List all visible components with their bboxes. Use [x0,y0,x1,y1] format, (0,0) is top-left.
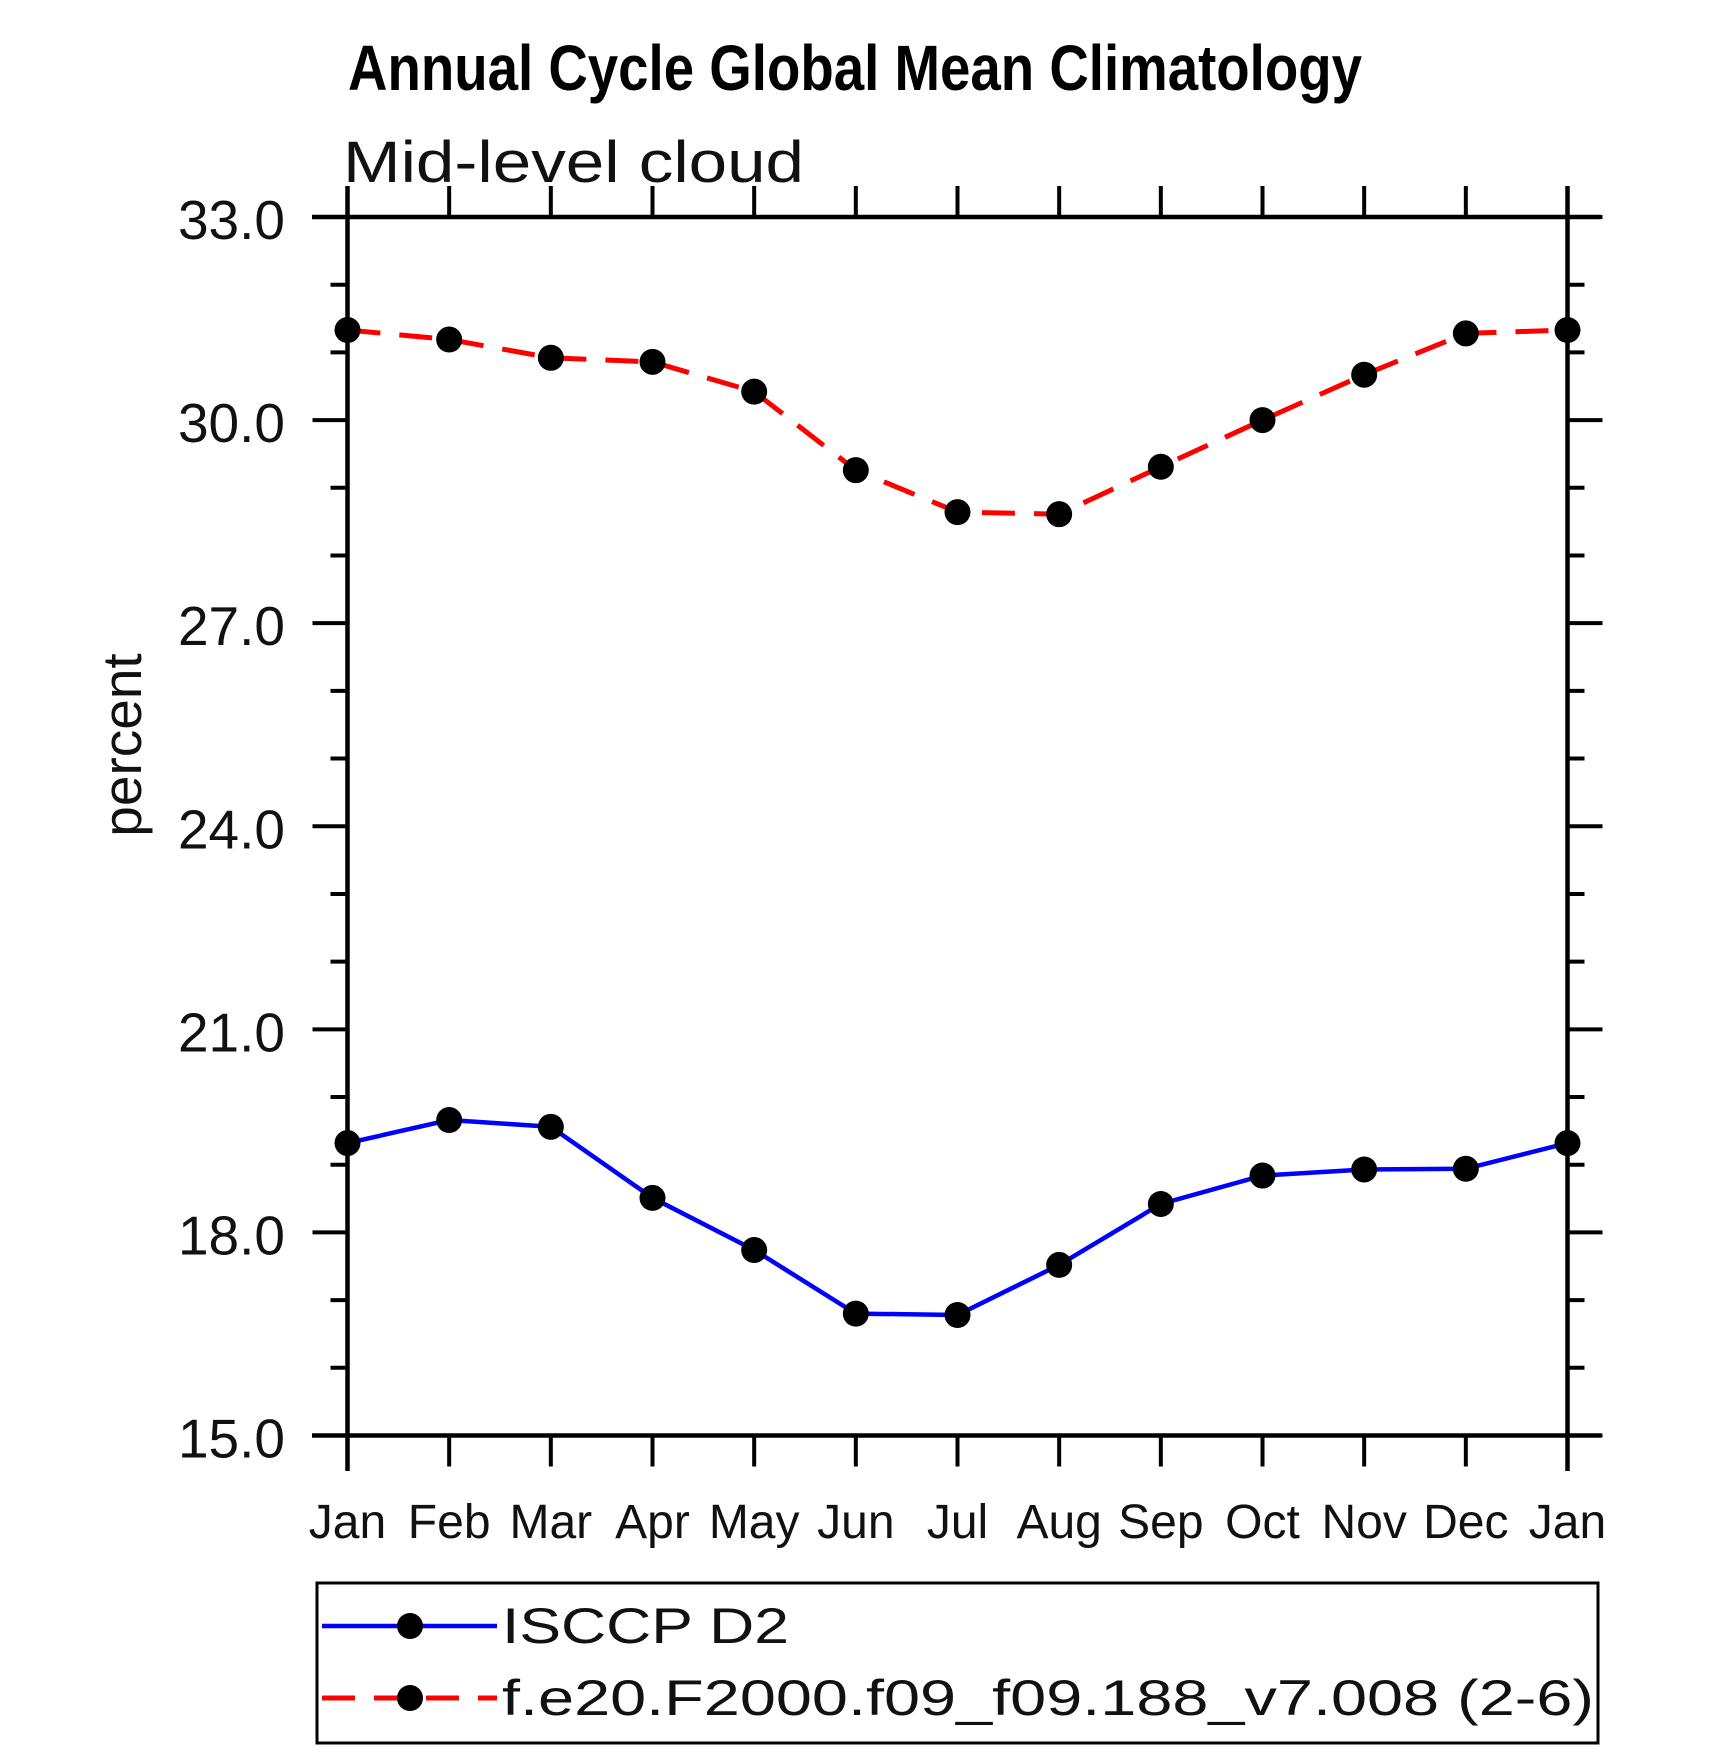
data-point [944,1302,971,1329]
y-tick-label: 33.0 [178,189,285,251]
legend-label-1: f.e20.F2000.f09_f09.188_v7.008 (2-6) [502,1670,1594,1726]
data-point [1351,1156,1378,1183]
month-label: Dec [1423,1496,1508,1549]
data-point [1452,320,1479,347]
y-axis-title: percent [91,653,153,836]
y-tick-label: 27.0 [178,595,285,657]
month-label: Apr [615,1496,690,1549]
data-point [741,378,768,405]
legend: ISCCP D2 f.e20.F2000.f09_f09.188_v7.008 (… [315,1581,1600,1745]
y-tick-label: 24.0 [178,798,285,860]
data-point [1351,361,1378,388]
data-point [1046,1251,1073,1278]
data-point [741,1237,768,1264]
data-point [1249,1162,1276,1189]
series-markers-1 [334,317,1581,528]
month-label: Nov [1321,1496,1406,1549]
data-point [537,344,564,371]
data-point [639,1184,666,1211]
legend-label-0: ISCCP D2 [502,1598,789,1654]
chart-subtitle: Mid-level cloud [343,130,804,195]
legend-marker-0 [397,1613,423,1639]
y-tick-labels: 15.0 18.0 21.0 24.0 27.0 30.0 33.0 [178,189,285,1470]
month-ticks [345,186,1570,1467]
data-point [1452,1155,1479,1182]
y-tick-label: 30.0 [178,392,285,454]
legend-marker-1 [397,1685,423,1711]
data-point [1554,1130,1581,1157]
month-label: Sep [1118,1496,1203,1549]
chart-title: Annual Cycle Global Mean Climatology [348,32,1362,104]
data-point [334,317,361,344]
series-markers-0 [334,1107,1581,1329]
month-label: Jul [927,1496,988,1549]
y-tick-label: 18.0 [178,1204,285,1266]
month-label: Jun [817,1496,894,1549]
month-label: Oct [1225,1496,1300,1549]
data-point [1147,1190,1174,1217]
data-point [842,1300,869,1327]
data-point [436,1107,463,1134]
data-point [537,1113,564,1140]
data-point [1147,453,1174,480]
data-point [1046,501,1073,528]
month-label: Mar [509,1496,592,1549]
data-point [1554,317,1581,344]
y-tick-label: 15.0 [178,1408,285,1470]
y-tick-label: 21.0 [178,1001,285,1063]
data-point [842,457,869,484]
month-label: Jan [1529,1496,1606,1549]
month-label: May [709,1496,800,1549]
y-ticks [312,215,1603,1438]
data-point [944,499,971,526]
data-point [334,1130,361,1157]
month-label: Feb [408,1496,491,1549]
data-point [639,348,666,375]
legend-box [315,1581,1600,1745]
data-point [436,326,463,353]
month-label: Jan [309,1496,386,1549]
month-label: Aug [1016,1496,1101,1549]
data-point [1249,407,1276,434]
x-tick-labels: Jan Feb Mar Apr May Jun Jul Aug Sep Oct Nov Dec Jan [309,1496,1606,1549]
